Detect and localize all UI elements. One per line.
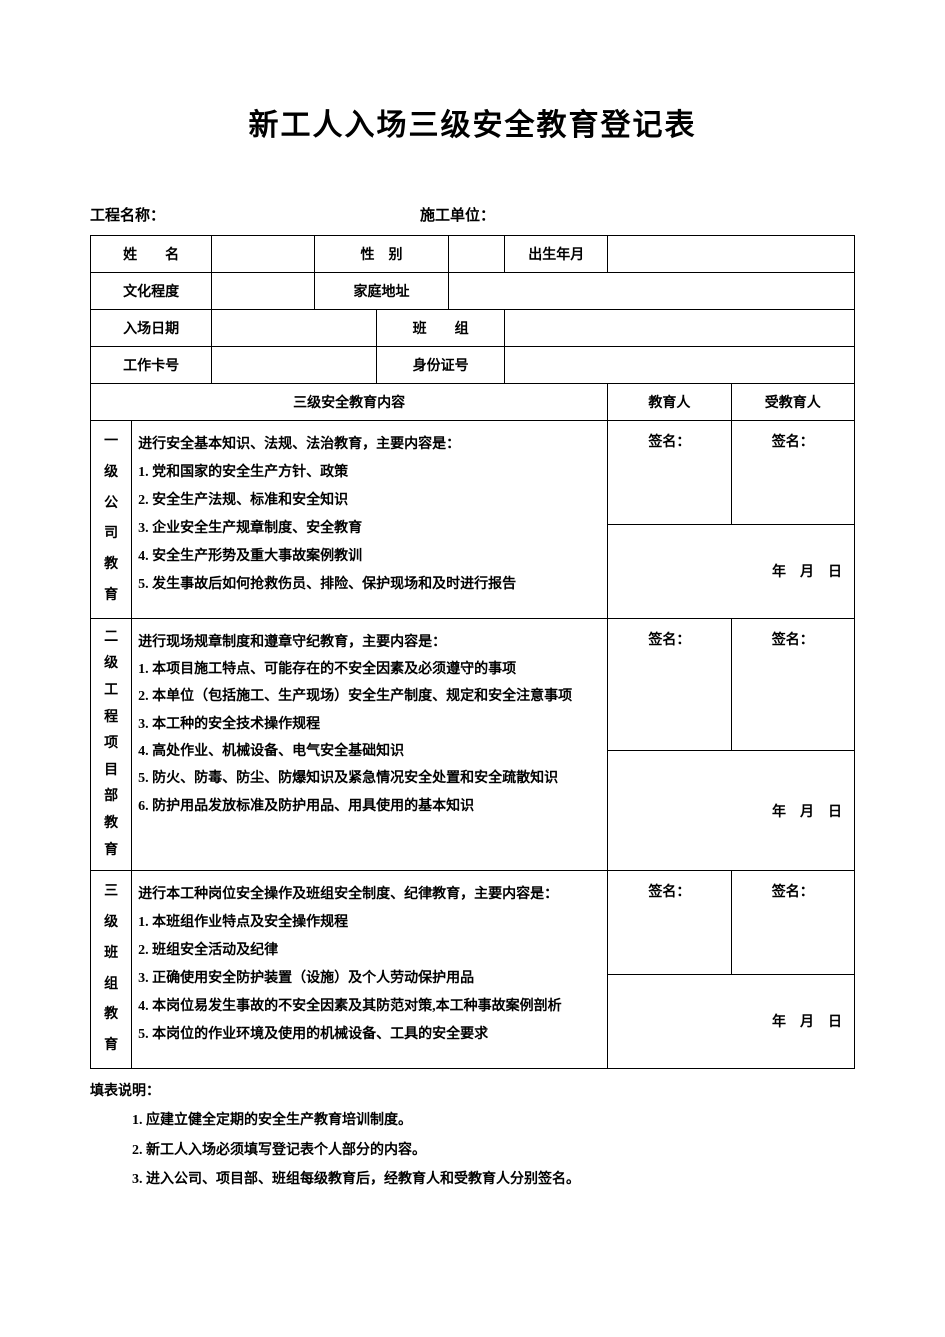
project-label: 工程名称： — [90, 204, 420, 225]
level2-item: 6. 防护用品发放标准及防护用品、用具使用的基本知识 — [138, 793, 601, 820]
level2-item: 3. 本工种的安全技术操作规程 — [138, 711, 601, 738]
section-header-row: 三级安全教育内容 教育人 受教育人 — [91, 384, 855, 421]
level1-item: 1. 党和国家的安全生产方针、政策 — [138, 459, 601, 487]
level2-educator-sig[interactable]: 签名： — [608, 618, 731, 751]
level2-item: 5. 防火、防毒、防尘、防爆知识及紧急情况安全处置和安全疏散知识 — [138, 765, 601, 792]
level1-date[interactable]: 年 月 日 — [608, 524, 855, 618]
level2-content: 进行现场规章制度和遵章守纪教育，主要内容是： 1. 本项目施工特点、可能存在的不… — [132, 618, 608, 870]
level3-item: 4. 本岗位易发生事故的不安全因素及其防范对策,本工种事故案例剖析 — [138, 993, 601, 1021]
header-row: 工程名称： 施工单位： — [90, 204, 855, 225]
edu-value[interactable] — [212, 273, 315, 310]
level3-date[interactable]: 年 月 日 — [608, 975, 855, 1069]
level3-item: 1. 本班组作业特点及安全操作规程 — [138, 909, 601, 937]
level1-content: 进行安全基本知识、法规、法治教育，主要内容是： 1. 党和国家的安全生产方针、政… — [132, 421, 608, 619]
level3-item: 5. 本岗位的作业环境及使用的机械设备、工具的安全要求 — [138, 1021, 601, 1049]
notes-item: 1. 应建立健全定期的安全生产教育培训制度。 — [90, 1106, 855, 1135]
level1-item: 2. 安全生产法规、标准和安全知识 — [138, 487, 601, 515]
entry-value[interactable] — [212, 310, 377, 347]
level3-content: 进行本工种岗位安全操作及班组安全制度、纪律教育，主要内容是： 1. 本班组作业特… — [132, 871, 608, 1069]
level3-row: 三级班组教育 进行本工种岗位安全操作及班组安全制度、纪律教育，主要内容是： 1.… — [91, 871, 855, 975]
edu-label: 文化程度 — [91, 273, 212, 310]
card-label: 工作卡号 — [91, 347, 212, 384]
level3-label-text: 三级班组教育 — [104, 884, 118, 1053]
entry-label: 入场日期 — [91, 310, 212, 347]
card-value[interactable] — [212, 347, 377, 384]
unit-label: 施工单位： — [420, 204, 855, 225]
notes-item: 2. 新工人入场必须填写登记表个人部分的内容。 — [90, 1136, 855, 1165]
gender-value[interactable] — [448, 236, 505, 273]
learner-header: 受教育人 — [731, 384, 854, 421]
addr-label: 家庭地址 — [315, 273, 449, 310]
table-row: 文化程度 家庭地址 — [91, 273, 855, 310]
level3-label: 三级班组教育 — [91, 871, 132, 1069]
notes-section: 填表说明： 1. 应建立健全定期的安全生产教育培训制度。 2. 新工人入场必须填… — [90, 1077, 855, 1195]
notes-item: 3. 进入公司、项目部、班组每级教育后，经教育人和受教育人分别签名。 — [90, 1165, 855, 1194]
birth-label: 出生年月 — [505, 236, 608, 273]
notes-title: 填表说明： — [90, 1077, 855, 1106]
level1-educator-sig[interactable]: 签名： — [608, 421, 731, 525]
addr-value[interactable] — [448, 273, 854, 310]
level1-intro: 进行安全基本知识、法规、法治教育，主要内容是： — [138, 431, 601, 459]
content-header: 三级安全教育内容 — [91, 384, 608, 421]
level2-row: 二级工程项目部教育 进行现场规章制度和遵章守纪教育，主要内容是： 1. 本项目施… — [91, 618, 855, 751]
name-label: 姓 名 — [91, 236, 212, 273]
table-row: 姓 名 性 别 出生年月 — [91, 236, 855, 273]
gender-label: 性 别 — [315, 236, 449, 273]
level3-educator-sig[interactable]: 签名： — [608, 871, 731, 975]
level2-learner-sig[interactable]: 签名： — [731, 618, 854, 751]
educator-header: 教育人 — [608, 384, 731, 421]
level1-item: 3. 企业安全生产规章制度、安全教育 — [138, 515, 601, 543]
table-row: 工作卡号 身份证号 — [91, 347, 855, 384]
level2-intro: 进行现场规章制度和遵章守纪教育，主要内容是： — [138, 629, 601, 656]
level3-item: 3. 正确使用安全防护装置（设施）及个人劳动保护用品 — [138, 965, 601, 993]
level3-item: 2. 班组安全活动及纪律 — [138, 937, 601, 965]
form-table: 姓 名 性 别 出生年月 文化程度 家庭地址 入场日期 班 组 工作卡号 身份证… — [90, 235, 855, 1069]
level2-item: 1. 本项目施工特点、可能存在的不安全因素及必须遵守的事项 — [138, 656, 601, 683]
id-label: 身份证号 — [376, 347, 505, 384]
level2-item: 2. 本单位（包括施工、生产现场）安全生产制度、规定和安全注意事项 — [138, 683, 601, 710]
name-value[interactable] — [212, 236, 315, 273]
level1-learner-sig[interactable]: 签名： — [731, 421, 854, 525]
level3-intro: 进行本工种岗位安全操作及班组安全制度、纪律教育，主要内容是： — [138, 881, 601, 909]
level1-item: 5. 发生事故后如何抢救伤员、排险、保护现场和及时进行报告 — [138, 571, 601, 599]
level2-label: 二级工程项目部教育 — [91, 618, 132, 870]
table-row: 入场日期 班 组 — [91, 310, 855, 347]
page-title: 新工人入场三级安全教育登记表 — [90, 100, 855, 144]
id-value[interactable] — [505, 347, 855, 384]
team-label: 班 组 — [376, 310, 505, 347]
level2-item: 4. 高处作业、机械设备、电气安全基础知识 — [138, 738, 601, 765]
birth-value[interactable] — [608, 236, 855, 273]
level3-learner-sig[interactable]: 签名： — [731, 871, 854, 975]
level2-date[interactable]: 年 月 日 — [608, 751, 855, 871]
level1-row: 一级公司教育 进行安全基本知识、法规、法治教育，主要内容是： 1. 党和国家的安… — [91, 421, 855, 525]
level1-label: 一级公司教育 — [91, 421, 132, 619]
level1-item: 4. 安全生产形势及重大事故案例教训 — [138, 543, 601, 571]
level2-label-text: 二级工程项目部教育 — [104, 630, 118, 858]
level1-label-text: 一级公司教育 — [104, 434, 118, 603]
team-value[interactable] — [505, 310, 855, 347]
